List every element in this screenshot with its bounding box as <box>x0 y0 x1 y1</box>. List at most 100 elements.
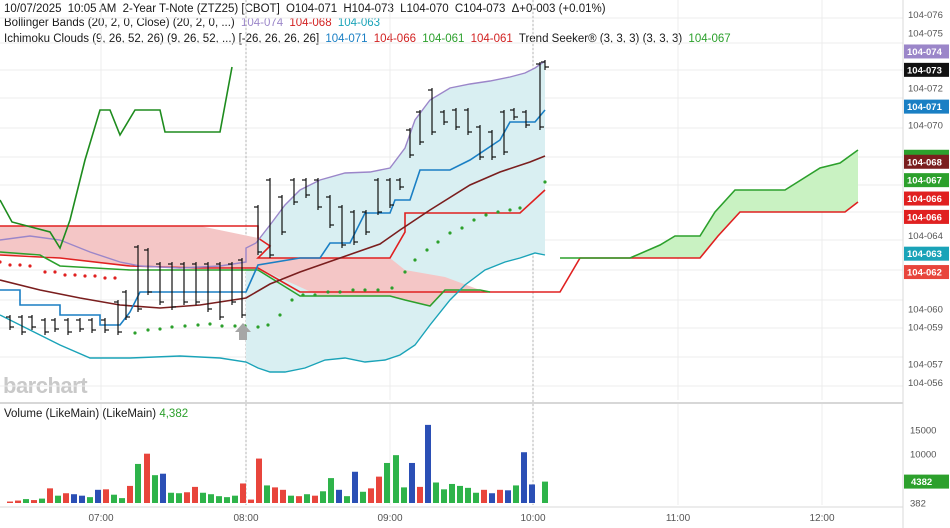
volume-bar <box>208 494 214 503</box>
volume-bar <box>216 496 222 503</box>
trend-seeker-dot-green <box>233 324 237 328</box>
price-badge <box>904 173 949 188</box>
trend-seeker-label[interactable]: Trend Seeker® (3, 3, 3) (3, 3, 3) <box>518 33 683 45</box>
quote-header: 10/07/2025 10:05 AM 2-Year T-Note (ZTZ25… <box>4 2 609 16</box>
volume-bar <box>393 455 399 503</box>
trend-seeker-dot-red <box>93 274 97 278</box>
price-bar <box>238 258 246 318</box>
trend-seeker-dot-green <box>301 293 305 297</box>
price-badge <box>904 191 949 206</box>
volume-bar <box>328 478 334 503</box>
price-axis-tick: 104-059 <box>908 323 943 334</box>
price-badge <box>904 99 949 114</box>
price-badge-label: 104-071 <box>907 102 943 113</box>
tenkan-line <box>0 109 546 326</box>
trend-seeker-dot-red <box>73 273 77 277</box>
price-bar <box>374 178 382 215</box>
price-badge <box>904 154 949 169</box>
volume-bar <box>256 458 262 503</box>
volume-bar <box>529 484 535 503</box>
close-value: C104-073 <box>454 3 506 15</box>
price-bar <box>510 108 518 120</box>
trend-seeker-dot-red <box>18 263 22 267</box>
trend-seeker-dot-red <box>28 264 32 268</box>
trend-seeker-dot-green <box>196 323 200 327</box>
price-bar <box>228 262 236 305</box>
volume-bar <box>465 487 471 503</box>
time-axis-tick: 09:00 <box>377 513 402 524</box>
ichimoku-label[interactable]: Ichimoku Clouds (9, 26, 52, 26) (9, 26, … <box>4 33 320 45</box>
volume-bar <box>489 493 495 503</box>
span-a-line-forward <box>560 149 859 259</box>
quote-time: 10:05 AM <box>67 3 117 15</box>
price-badge <box>904 62 949 77</box>
ichimoku-cloud-red <box>0 226 480 306</box>
volume-bar <box>497 489 503 503</box>
volume-bar <box>513 485 519 503</box>
price-bar <box>522 110 530 128</box>
trend-seeker-dot-red <box>113 276 117 280</box>
trend-seeker-dot-green <box>351 288 355 292</box>
price-badge <box>904 265 949 280</box>
volume-bar <box>87 497 93 503</box>
bollinger-upper-line <box>0 60 546 269</box>
instrument-name: 2-Year T-Note (ZTZ25) [CBOT] <box>122 3 280 15</box>
price-badge <box>904 246 949 261</box>
price-axis-tick: 104-057 <box>908 359 943 370</box>
price-bar <box>440 110 448 125</box>
volume-bar <box>304 494 310 503</box>
trend-seeker-dot-green <box>183 324 187 328</box>
price-bar <box>6 315 14 330</box>
trend-seeker-dot-red <box>8 263 12 267</box>
price-badge-label: 104-066 <box>907 212 942 223</box>
volume-bar <box>240 483 246 503</box>
trend-seeker-dot-green <box>146 328 150 332</box>
volume-bar <box>224 497 230 503</box>
price-bar <box>541 60 549 70</box>
volume-bar <box>473 492 479 503</box>
trend-seeker-dot-green <box>266 323 270 327</box>
volume-bar <box>320 491 326 503</box>
volume-bar <box>7 501 13 503</box>
price-bar <box>350 210 358 245</box>
volume-bar <box>135 463 141 503</box>
price-bar <box>302 178 310 198</box>
trend-seeker-dot-green <box>403 270 407 274</box>
time-axis: 07:00 08:00 09:00 10:00 11:00 12:00 <box>88 513 834 524</box>
trend-seeker-dot-green <box>158 327 162 331</box>
quote-date: 10/07/2025 <box>4 3 62 15</box>
volume-bar <box>401 487 407 503</box>
price-bar <box>500 110 508 155</box>
bollinger-label[interactable]: Bollinger Bands (20, 2, 0, Close) (20, 2… <box>4 17 235 29</box>
price-bars <box>6 60 549 335</box>
volume-bar <box>176 493 182 503</box>
price-bar <box>536 62 544 130</box>
volume-bar <box>79 495 85 503</box>
open-value: O104-071 <box>285 3 338 15</box>
trend-seeker-dot-green <box>413 258 417 262</box>
trend-seeker-dot-green <box>338 290 342 294</box>
volume-axis-tick: 10000 <box>910 450 936 461</box>
volume-label[interactable]: Volume (LikeMain) (LikeMain) <box>4 408 157 420</box>
price-bar <box>76 318 84 332</box>
price-axis-tick: 104-056 <box>908 378 943 389</box>
volume-bar <box>417 486 423 503</box>
price-bar <box>278 195 286 235</box>
volume-bar <box>457 485 463 503</box>
volume-bar <box>441 489 447 503</box>
price-badge <box>904 44 949 59</box>
price-bar <box>338 205 346 248</box>
trend-seeker-dot-green <box>376 288 380 292</box>
price-bar <box>464 108 472 135</box>
time-axis-tick: 08:00 <box>233 513 258 524</box>
price-bar <box>122 290 130 320</box>
trend-seeker-dot-green <box>313 293 317 297</box>
price-bar <box>254 205 262 255</box>
trend-seeker-dot-green <box>460 226 464 230</box>
price-bar <box>326 195 334 228</box>
trend-seeker-dot-green <box>390 286 394 290</box>
price-axis-tick: 104-072 <box>908 84 943 95</box>
volume-bar <box>280 489 286 503</box>
volume-axis-tick: 15000 <box>910 425 936 436</box>
